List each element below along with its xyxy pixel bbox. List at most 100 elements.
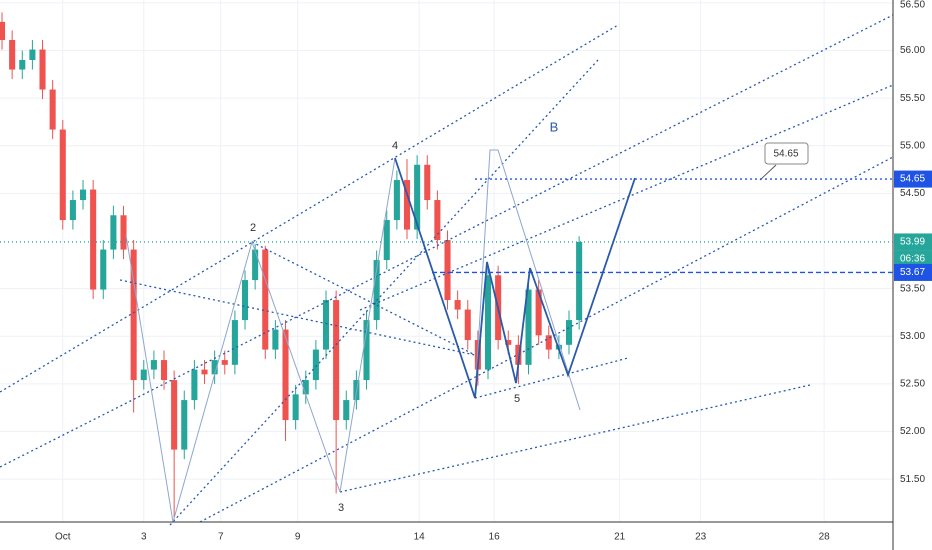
callout-pointer xyxy=(759,164,777,181)
callout-text: 54.65 xyxy=(773,149,798,160)
price-tag xyxy=(894,170,932,188)
candle-body xyxy=(221,360,228,365)
candle-body xyxy=(252,249,259,281)
candle-body xyxy=(231,320,238,365)
pattern-line xyxy=(474,149,581,411)
y-tick-label: 53.50 xyxy=(900,283,925,294)
countdown-tag xyxy=(894,250,932,268)
x-tick-label: 7 xyxy=(218,532,224,543)
candle-body xyxy=(0,21,6,41)
candle-body xyxy=(211,360,218,375)
trend-line xyxy=(251,241,476,356)
candle-body xyxy=(171,380,178,450)
x-tick-label: 9 xyxy=(295,532,301,543)
candle-body xyxy=(363,320,370,381)
candle-body xyxy=(150,360,157,370)
candle-body xyxy=(69,200,76,221)
countdown-label: 06:36 xyxy=(900,254,925,265)
wave-label: 3 xyxy=(338,502,344,514)
pattern-line xyxy=(394,157,636,399)
y-tick-label: 52.00 xyxy=(900,426,925,437)
trend-line xyxy=(119,279,476,356)
candle-body xyxy=(525,289,532,365)
y-tick-label: 56.50 xyxy=(900,0,925,11)
candle-body xyxy=(403,180,411,230)
y-tick-label: 55.50 xyxy=(900,93,925,104)
candle-body xyxy=(292,394,299,421)
candle-body xyxy=(19,60,26,70)
candle-body xyxy=(383,220,390,261)
candle-body xyxy=(312,349,319,381)
candle-body xyxy=(79,189,87,201)
candle-body xyxy=(535,289,542,336)
wave-label: 4 xyxy=(392,140,398,152)
candle-body xyxy=(59,129,66,221)
candle-body xyxy=(262,249,269,350)
candle-body xyxy=(454,300,461,310)
y-tick-label: 54.50 xyxy=(900,188,925,199)
candle-body xyxy=(90,189,97,290)
price-tag xyxy=(894,263,932,281)
y-tick-label: 51.50 xyxy=(900,474,925,485)
x-tick-label: 21 xyxy=(614,532,626,543)
candle-body xyxy=(333,300,340,421)
candle-body xyxy=(393,180,400,221)
candle-body xyxy=(120,215,127,250)
trend-line xyxy=(0,14,894,468)
price-tag-label: 53.99 xyxy=(900,237,925,248)
candle-body xyxy=(100,249,107,290)
price-tag-label: 53.67 xyxy=(900,267,925,278)
trend-line xyxy=(339,384,811,493)
candle-body xyxy=(29,49,36,61)
candle-body xyxy=(515,344,522,365)
y-tick-label: 52.50 xyxy=(900,379,925,390)
trend-line xyxy=(199,156,894,523)
x-tick-label: Oct xyxy=(55,532,71,543)
trend-line xyxy=(169,59,599,526)
x-tick-label: 16 xyxy=(489,532,501,543)
candle-body xyxy=(272,329,279,350)
candle-body xyxy=(322,300,330,350)
y-tick-label: 56.00 xyxy=(900,45,925,56)
candle-body xyxy=(201,369,208,375)
trend-line xyxy=(474,357,629,399)
candle-body xyxy=(373,260,380,321)
pattern-label: B xyxy=(550,119,559,134)
candle-body xyxy=(130,249,137,381)
candle-body xyxy=(181,400,188,450)
price-tag xyxy=(894,233,932,251)
candle-body xyxy=(565,320,573,345)
candle-body xyxy=(282,329,289,421)
candle-body xyxy=(545,335,552,350)
candle-body xyxy=(140,369,147,381)
wave-label: 2 xyxy=(250,222,256,234)
candle-body xyxy=(434,200,441,241)
candle-body xyxy=(576,241,583,321)
x-tick-label: 3 xyxy=(141,532,147,543)
y-tick-label: 55.00 xyxy=(900,140,925,151)
candle-body xyxy=(484,275,492,370)
candle-body xyxy=(241,280,249,321)
wave-label: 5 xyxy=(514,393,520,405)
candle-body xyxy=(505,340,512,345)
candle-body xyxy=(110,215,117,250)
candle-body xyxy=(191,369,198,401)
x-tick-label: 14 xyxy=(414,532,426,543)
candle-body xyxy=(9,40,16,70)
drawings: 2 3 4 5 B 54.65 xyxy=(0,14,894,526)
y-tick-label: 53.00 xyxy=(900,331,925,342)
candle-body xyxy=(414,164,421,230)
candle-body xyxy=(444,240,451,301)
candle-body xyxy=(424,164,431,201)
candle-body xyxy=(39,49,46,90)
candle-body xyxy=(343,400,350,421)
candle-body xyxy=(302,380,309,395)
price-tag-label: 54.65 xyxy=(900,174,925,185)
candle-body xyxy=(49,89,56,130)
callout-box xyxy=(764,142,809,165)
candle-body xyxy=(464,309,471,341)
candle-body xyxy=(160,360,168,381)
